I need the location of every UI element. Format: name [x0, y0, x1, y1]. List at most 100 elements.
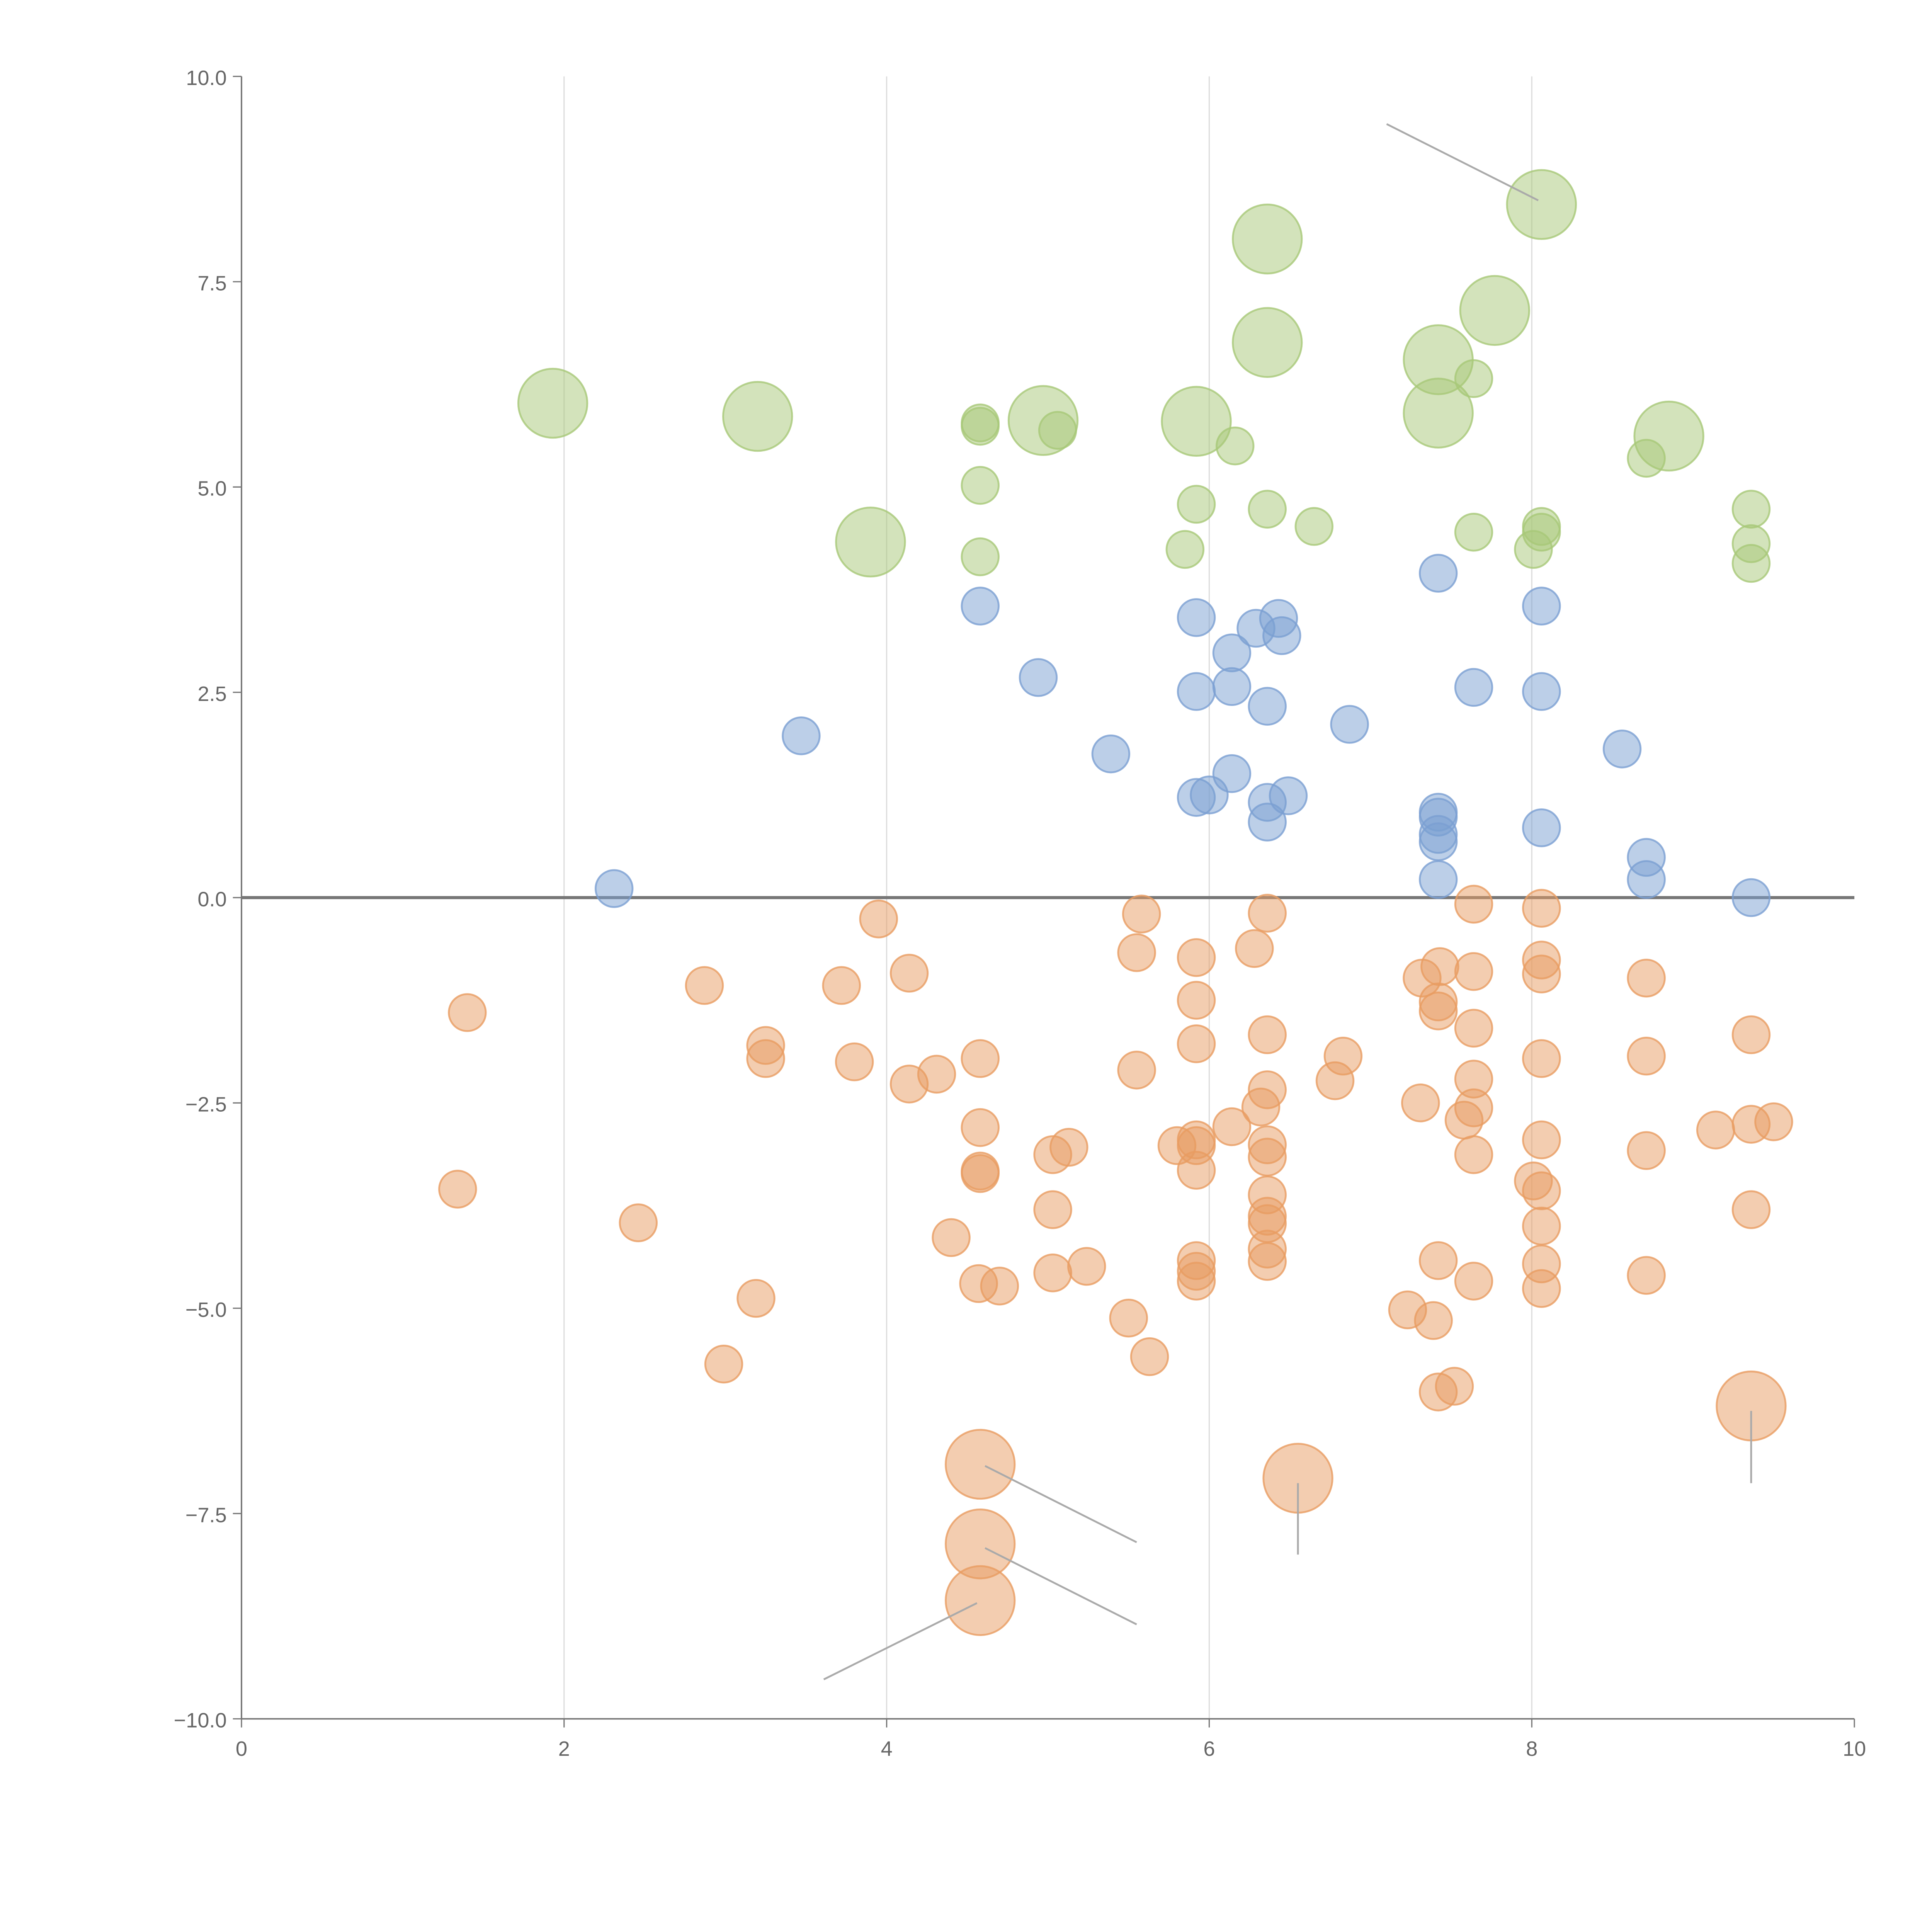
x-tick-label: 0 — [236, 1737, 247, 1760]
orange-point — [448, 993, 487, 1032]
orange-point — [1731, 1190, 1771, 1229]
orange-point — [1235, 929, 1274, 968]
blue-point — [1731, 878, 1771, 917]
orange-point — [1049, 1128, 1088, 1167]
orange-point — [1454, 1135, 1493, 1174]
orange-point — [945, 1565, 1016, 1636]
green-point — [1216, 426, 1255, 466]
green-point — [517, 367, 588, 439]
annotation-lines — [823, 123, 1752, 1680]
orange-point — [1248, 1242, 1287, 1281]
blue-point — [782, 716, 821, 755]
orange-point — [822, 966, 861, 1005]
orange-point — [1401, 1083, 1440, 1122]
annotation-line — [985, 1547, 1137, 1626]
orange-point — [1627, 1131, 1666, 1170]
orange-point — [1522, 889, 1561, 928]
y-tick-label: 0.0 — [197, 888, 226, 911]
x-tick-label: 10 — [1843, 1737, 1866, 1760]
blue-point — [1269, 776, 1308, 815]
green-point — [1514, 530, 1553, 569]
blue-point — [1418, 860, 1458, 899]
y-tick-label: 5.0 — [197, 477, 226, 500]
orange-point — [1522, 1171, 1561, 1210]
orange-point — [1414, 1301, 1453, 1340]
orange-point — [945, 1429, 1016, 1500]
orange-point — [1754, 1102, 1793, 1141]
blue-point — [1330, 705, 1369, 744]
orange-point — [1248, 894, 1287, 933]
green-point — [1232, 307, 1303, 378]
green-point — [1627, 439, 1666, 478]
green-point — [1294, 507, 1334, 546]
blue-point — [1177, 672, 1216, 711]
orange-point — [1522, 1039, 1561, 1078]
orange-point — [1435, 1367, 1474, 1406]
green-point — [835, 507, 906, 578]
green-point — [1459, 275, 1530, 346]
orange-point — [859, 900, 898, 939]
green-point — [1403, 378, 1474, 449]
orange-point — [1454, 1009, 1493, 1048]
y-tick-label: −5.0 — [185, 1298, 227, 1321]
orange-point — [1067, 1247, 1106, 1286]
orange-point — [1212, 1107, 1252, 1146]
green-point — [1506, 169, 1577, 240]
orange-point — [1130, 1337, 1169, 1376]
orange-point — [1522, 1206, 1561, 1246]
orange-point — [1117, 1051, 1156, 1090]
x-tick-label: 6 — [1203, 1737, 1215, 1760]
orange-point — [1177, 1151, 1216, 1190]
orange-point — [835, 1042, 874, 1082]
annotation-line — [1386, 123, 1539, 201]
orange-point — [1177, 1024, 1216, 1063]
orange-point — [917, 1054, 956, 1094]
orange-point — [980, 1267, 1019, 1306]
orange-point — [1454, 952, 1493, 991]
green-point — [1731, 544, 1771, 583]
blue-point — [1522, 672, 1561, 711]
annotation-line — [985, 1465, 1137, 1543]
orange-point — [1731, 1015, 1771, 1054]
orange-point — [1109, 1298, 1148, 1338]
orange-point — [1033, 1190, 1072, 1229]
y-tick-label: −2.5 — [185, 1093, 227, 1116]
orange-point — [1033, 1253, 1072, 1293]
y-tick-label: −7.5 — [185, 1503, 227, 1527]
orange-point — [1522, 954, 1561, 993]
orange-point — [1248, 1015, 1287, 1054]
green-point — [722, 381, 793, 452]
green-point — [1161, 386, 1232, 457]
orange-point — [746, 1039, 785, 1078]
green-point — [1038, 411, 1077, 450]
orange-point — [736, 1279, 776, 1318]
orange-point — [1418, 992, 1458, 1031]
orange-point — [1627, 959, 1666, 998]
orange-point — [1248, 1070, 1287, 1109]
orange-point — [961, 1154, 1000, 1193]
x-tick-label: 8 — [1526, 1737, 1537, 1760]
blue-point — [1602, 730, 1642, 769]
blue-point — [1418, 554, 1458, 593]
orange-point — [1454, 884, 1493, 924]
orange-point — [1177, 1262, 1216, 1301]
blue-point — [1522, 587, 1561, 626]
orange-point — [961, 1039, 1000, 1078]
blue-point — [594, 869, 634, 908]
blue-point — [1522, 808, 1561, 847]
green-point — [1177, 485, 1216, 524]
blue-point — [1091, 734, 1131, 774]
orange-point — [1454, 1088, 1493, 1128]
orange-point — [1117, 933, 1156, 972]
blue-point — [1248, 803, 1287, 842]
orange-point — [1522, 1120, 1561, 1160]
orange-point — [1696, 1111, 1735, 1150]
axes: 0 2 4 6 8 10 10.0 7.5 5.0 2.5 0.0 −2.5 −5.0 −7.5 −10.0 — [174, 66, 1866, 1760]
orange-point — [932, 1218, 971, 1257]
orange-point — [1248, 1138, 1287, 1177]
orange-point — [1420, 947, 1459, 986]
y-tick-label: 10.0 — [186, 66, 226, 90]
orange-point — [1177, 981, 1216, 1020]
orange-point — [685, 966, 724, 1005]
